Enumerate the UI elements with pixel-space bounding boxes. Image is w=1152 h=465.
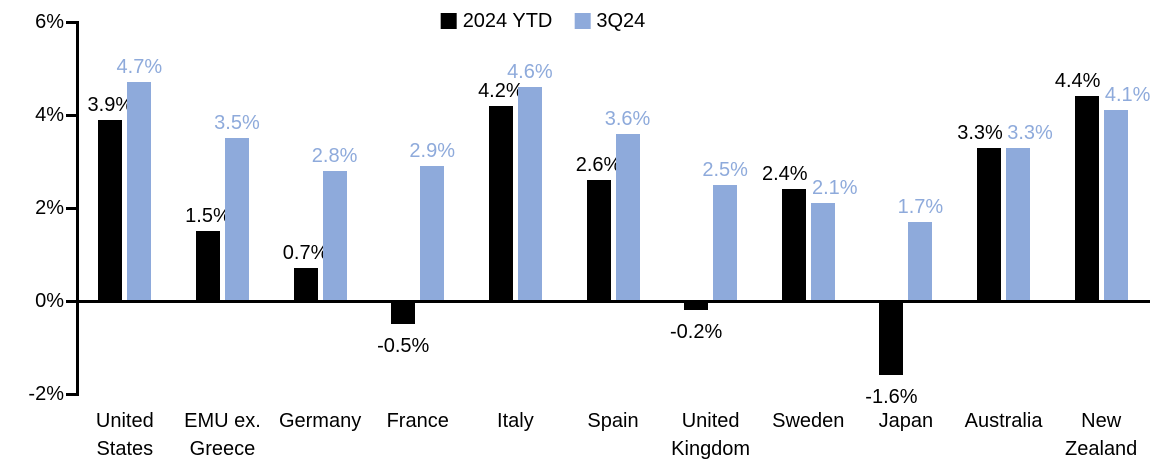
bar-ytd-11: [1074, 96, 1099, 301]
y-axis-line: [76, 21, 79, 396]
y-axis-tick-label: 0%: [35, 290, 64, 312]
bar-ytd-8: [781, 189, 806, 301]
bar-3q24-11: [1103, 110, 1128, 301]
data-label: 2.6%: [575, 154, 622, 177]
category-label: New Zealand: [1065, 410, 1138, 460]
category-label: Japan: [878, 410, 934, 432]
bar-ytd-4: [391, 301, 416, 325]
legend-label-2024-ytd: 2024 YTD: [462, 10, 553, 32]
y-axis-tick: [66, 113, 79, 117]
y-axis-tick-label: 4%: [35, 104, 64, 126]
data-label: 2.9%: [409, 140, 456, 163]
data-label: 2.1%: [811, 177, 858, 200]
data-label: 4.4%: [1054, 70, 1101, 93]
bar-3q24-4: [420, 166, 445, 301]
bar-ytd-9: [879, 301, 904, 376]
category-label: Spain: [587, 410, 639, 432]
data-label: 3.3%: [1007, 121, 1053, 144]
bar-3q24-1: [127, 82, 152, 301]
bar-ytd-1: [98, 119, 123, 301]
y-axis-tick: [66, 392, 79, 396]
data-label: 3.5%: [214, 112, 260, 135]
legend-item-2024-ytd: 2024 YTD: [440, 9, 553, 33]
bar-ytd-6: [586, 180, 611, 301]
data-label: 2.8%: [311, 144, 358, 167]
y-axis-tick-label: 6%: [35, 11, 64, 33]
bar-3q24-10: [1006, 147, 1031, 301]
data-label: 4.6%: [507, 61, 553, 84]
data-label: 4.1%: [1104, 84, 1151, 107]
data-label: 2.5%: [702, 158, 748, 181]
category-label: United States: [95, 410, 154, 460]
data-label: -1.6%: [865, 386, 918, 409]
category-label: Italy: [497, 410, 534, 432]
category-label: United Kingdom: [671, 410, 751, 460]
bar-ytd-10: [977, 147, 1002, 301]
bar-3q24-2: [224, 138, 249, 301]
y-axis-tick: [66, 20, 79, 24]
category-label: Sweden: [772, 410, 845, 432]
data-label: 3.6%: [604, 107, 651, 130]
data-label: -0.2%: [670, 321, 723, 344]
bar-ytd-7: [684, 301, 709, 311]
data-label: 2.4%: [761, 163, 808, 186]
legend-swatch-2024-ytd-icon: [440, 13, 457, 29]
data-label: 4.2%: [478, 79, 524, 102]
y-axis-tick-label: 2%: [35, 197, 64, 219]
data-label: 3.3%: [957, 121, 1003, 144]
x-axis-baseline: [76, 300, 1150, 303]
bar-3q24-9: [908, 221, 933, 301]
data-label: 1.7%: [897, 195, 944, 218]
data-label: 3.9%: [87, 93, 134, 116]
y-axis-tick-label: -2%: [28, 383, 64, 405]
bar-3q24-8: [810, 203, 835, 301]
category-label: EMU ex. Greece: [184, 410, 261, 460]
bar-ytd-5: [488, 105, 513, 301]
category-label: France: [386, 410, 449, 432]
legend-label-3q24: 3Q24: [596, 10, 646, 32]
bar-3q24-5: [517, 87, 542, 301]
data-label: 4.7%: [116, 56, 163, 79]
bar-ytd-2: [195, 231, 220, 301]
bar-3q24-6: [615, 133, 640, 301]
legend-item-3q24: 3Q24: [574, 9, 645, 33]
data-label: -0.5%: [377, 335, 430, 358]
y-axis-tick: [66, 299, 79, 303]
bar-ytd-3: [293, 268, 318, 301]
legend-swatch-3q24-icon: [574, 13, 591, 29]
y-axis-tick: [66, 206, 79, 210]
bar-3q24-7: [713, 184, 738, 301]
legend: 2024 YTD 3Q24: [440, 9, 645, 33]
data-label: 0.7%: [282, 242, 329, 265]
data-label: 1.5%: [185, 205, 231, 228]
bar-3q24-3: [322, 170, 347, 301]
category-label: Germany: [278, 410, 362, 432]
category-label: Australia: [964, 410, 1043, 432]
